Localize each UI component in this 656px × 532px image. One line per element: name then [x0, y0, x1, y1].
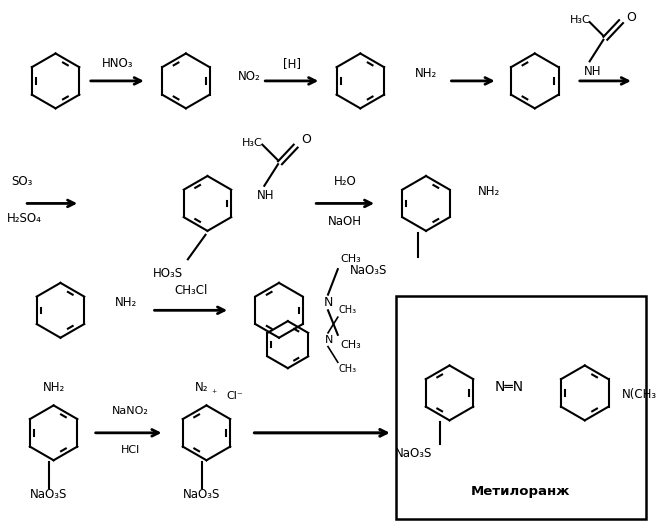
Text: CH₃: CH₃	[340, 339, 361, 350]
Text: SO₃: SO₃	[11, 176, 33, 188]
Text: NaO₃S: NaO₃S	[183, 488, 220, 501]
Text: NH: NH	[584, 64, 602, 78]
Text: HO₃S: HO₃S	[153, 268, 183, 280]
Text: H₂O: H₂O	[334, 176, 356, 188]
Text: O: O	[302, 133, 312, 146]
Text: CH₃: CH₃	[340, 254, 361, 264]
Text: CH₃Cl: CH₃Cl	[174, 284, 207, 297]
Text: N═N: N═N	[495, 380, 523, 394]
Text: HNO₃: HNO₃	[102, 57, 133, 70]
Text: CH₃: CH₃	[338, 364, 357, 374]
Text: H₂SO₄: H₂SO₄	[7, 212, 41, 225]
Text: NaNO₂: NaNO₂	[112, 406, 148, 416]
Text: NH: NH	[256, 189, 274, 202]
Text: NaO₃S: NaO₃S	[350, 263, 387, 277]
Text: NaO₃S: NaO₃S	[395, 447, 432, 460]
Text: N: N	[325, 335, 333, 345]
Text: ⁺: ⁺	[211, 389, 216, 398]
Text: H₃C: H₃C	[569, 15, 590, 25]
Text: O: O	[626, 11, 636, 24]
Text: [H]: [H]	[283, 57, 300, 70]
Text: N: N	[324, 296, 333, 309]
Text: Метилоранж: Метилоранж	[471, 485, 570, 498]
Text: NH₂: NH₂	[478, 185, 500, 198]
Text: NO₂: NO₂	[238, 70, 260, 82]
Text: N(CH₃)₂: N(CH₃)₂	[622, 388, 656, 401]
Text: NH₂: NH₂	[43, 381, 65, 394]
Text: NH₂: NH₂	[115, 296, 138, 309]
Text: N₂: N₂	[195, 381, 208, 394]
Text: NH₂: NH₂	[415, 66, 438, 80]
Text: HCl: HCl	[121, 445, 140, 455]
Text: NaOH: NaOH	[328, 214, 362, 228]
Text: H₃C: H₃C	[242, 138, 263, 148]
Text: CH₃: CH₃	[338, 305, 357, 315]
Text: NaO₃S: NaO₃S	[30, 488, 68, 501]
Text: Cl⁻: Cl⁻	[226, 390, 243, 401]
Bar	[396, 296, 646, 519]
